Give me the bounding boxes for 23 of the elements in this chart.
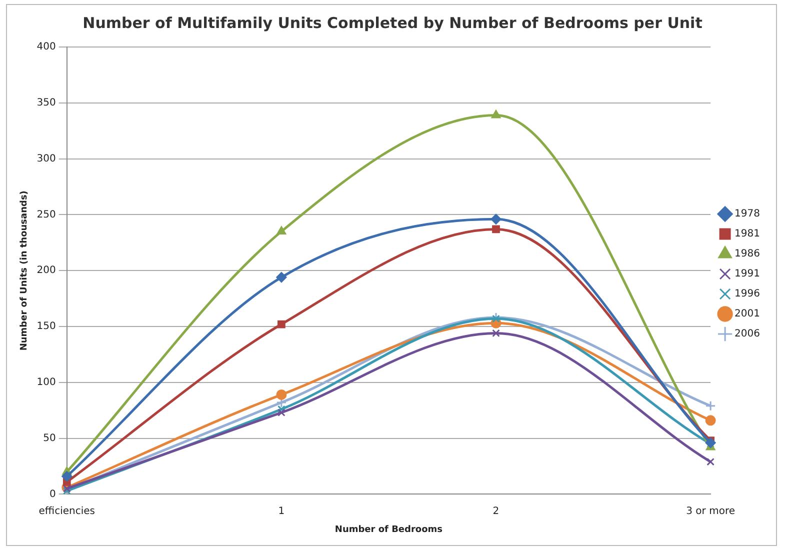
legend-label: 2006 [734, 328, 760, 340]
chart-title: Number of Multifamily Units Completed by Number of Bedrooms per Unit [82, 14, 702, 32]
y-tick-label: 150 [36, 321, 56, 332]
legend-label: 1991 [734, 268, 760, 280]
y-tick-label: 350 [36, 97, 56, 108]
x-tick-label: 3 or more [686, 506, 735, 517]
y-tick-label: 300 [36, 153, 56, 164]
x-tick-label: 2 [492, 506, 500, 517]
y-axis-title: Number of Units (in thousands) [20, 190, 30, 351]
x-axis-title: Number of Bedrooms [334, 524, 443, 535]
y-tick-label: 200 [36, 265, 56, 276]
legend-label: 1986 [734, 248, 760, 260]
legend-label: 2001 [734, 308, 760, 320]
y-tick-label: 250 [36, 209, 56, 220]
y-tick-label: 0 [50, 488, 56, 500]
x-tick-label: 1 [278, 506, 285, 517]
y-tick-label: 400 [36, 42, 56, 53]
legend-label: 1981 [734, 228, 760, 240]
legend-label: 1996 [734, 288, 760, 300]
y-tick-label: 100 [36, 376, 56, 388]
legend-label: 1978 [734, 208, 760, 220]
x-tick-label: efficiencies [38, 506, 96, 517]
y-tick-label: 50 [43, 432, 56, 444]
